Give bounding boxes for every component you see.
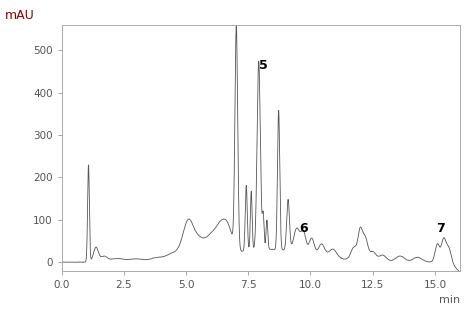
Text: mAU: mAU: [5, 9, 35, 22]
Text: 6: 6: [299, 222, 308, 234]
Text: 7: 7: [436, 222, 445, 234]
Text: min: min: [438, 295, 460, 305]
Text: 5: 5: [259, 59, 267, 72]
